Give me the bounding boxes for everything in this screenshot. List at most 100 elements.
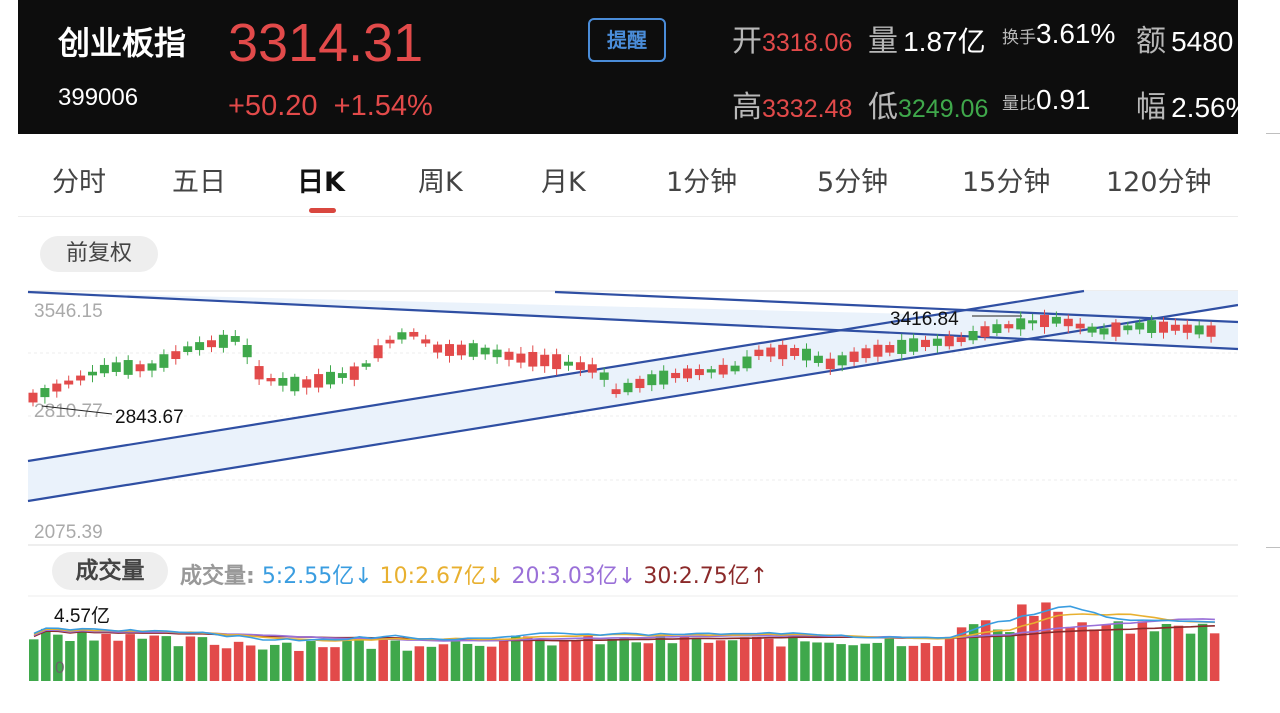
low-label: 低 xyxy=(868,90,898,125)
candlestick-series xyxy=(28,309,1216,407)
trendline-rising-lower[interactable] xyxy=(27,303,1239,503)
tab-1min[interactable]: 1分钟 xyxy=(666,167,738,198)
price-change: +50.20 +1.54% xyxy=(228,90,433,123)
volume-bar xyxy=(956,627,967,681)
volume-bar xyxy=(1005,632,1015,681)
quote-header: 创业板指 399006 3314.31 +50.20 +1.54% 提醒 开33… xyxy=(18,0,1238,134)
high-stat: 高3332.48 xyxy=(732,82,852,126)
y-axis-top-label: 3546.15 xyxy=(34,301,103,322)
volume-ma10-line xyxy=(33,613,1215,642)
volume-bar xyxy=(137,638,147,681)
candle xyxy=(266,378,276,382)
candle xyxy=(302,379,312,388)
candle xyxy=(207,340,216,348)
indicator-volume-button[interactable]: 成交量 xyxy=(52,552,168,590)
candle xyxy=(837,355,847,366)
candle xyxy=(694,369,704,376)
price-adjust-button[interactable]: 前复权 xyxy=(40,236,158,272)
candle xyxy=(587,364,597,373)
volume-bar xyxy=(655,635,666,681)
volume-label: 量 xyxy=(868,24,898,59)
y-axis-mid-label: 2810.77 xyxy=(34,401,103,422)
candle xyxy=(575,362,585,370)
volume-bar xyxy=(426,646,437,681)
candle xyxy=(956,337,966,343)
volume-bar xyxy=(41,628,51,681)
candle xyxy=(1063,318,1073,327)
screen-edge xyxy=(1238,0,1280,713)
tab-15min[interactable]: 15分钟 xyxy=(962,167,1051,198)
candle xyxy=(921,339,930,348)
open-stat: 开3318.06 xyxy=(732,16,852,60)
volume-ma20-arrow: ↓ xyxy=(617,564,637,589)
volume-bar xyxy=(1017,604,1027,681)
volume-bar xyxy=(739,637,750,681)
candle xyxy=(599,372,609,380)
screen-edge xyxy=(0,0,18,134)
candle xyxy=(706,369,716,373)
volume-bar xyxy=(89,640,99,681)
candle xyxy=(1170,324,1180,331)
candle xyxy=(123,360,133,375)
candle xyxy=(409,331,419,337)
candle xyxy=(540,354,550,367)
tab-weekly-k[interactable]: 周K xyxy=(418,167,463,198)
candle xyxy=(861,348,871,359)
candle xyxy=(635,378,645,389)
tab-intraday[interactable]: 分时 xyxy=(52,167,106,198)
candle xyxy=(445,344,454,356)
volume-bar xyxy=(993,629,1003,681)
change-value: +50.20 xyxy=(228,90,318,122)
trendline-rising-upper[interactable] xyxy=(27,289,1085,463)
turnover-label: 换手 xyxy=(1002,28,1036,48)
volume-bar xyxy=(462,643,473,681)
candle xyxy=(790,348,800,356)
volume-bar xyxy=(101,633,111,681)
volume-ma5-arrow: ↓ xyxy=(354,564,373,589)
candle xyxy=(683,368,692,379)
volume-bar xyxy=(197,637,208,681)
candle xyxy=(1087,326,1097,333)
candle xyxy=(1075,323,1085,329)
volume-bar xyxy=(691,637,702,681)
volume-bar xyxy=(1161,623,1172,681)
volume-legend-title: 成交量: xyxy=(180,564,255,589)
volume-bar xyxy=(29,639,39,681)
volume-max-label: 4.57亿 xyxy=(54,605,110,627)
candle xyxy=(99,364,109,374)
amplitude-stat: 幅 2.56% xyxy=(1136,82,1238,126)
volume-bar xyxy=(1209,633,1220,681)
high-label: 高 xyxy=(732,90,762,125)
volume-bar xyxy=(535,638,545,681)
volume-bar xyxy=(1029,615,1039,681)
candle xyxy=(1194,325,1204,335)
vol-ratio-value: 0.91 xyxy=(1036,84,1091,115)
volume-bar xyxy=(619,637,629,681)
alert-button[interactable]: 提醒 xyxy=(588,18,666,62)
candle xyxy=(40,388,50,398)
tab-daily-k[interactable]: 日K xyxy=(297,167,345,198)
candle xyxy=(326,371,335,385)
volume-bar xyxy=(1149,631,1160,681)
volume-ma10: 10:2.67亿 xyxy=(379,564,487,589)
tab-five-day[interactable]: 五日 xyxy=(172,167,226,198)
tab-monthly-k[interactable]: 月K xyxy=(541,167,586,198)
candle xyxy=(1016,318,1026,330)
trendline-falling-upper[interactable] xyxy=(554,290,1239,324)
tab-120min[interactable]: 120分钟 xyxy=(1106,167,1212,198)
candle xyxy=(1159,321,1168,333)
trendline-falling-lower[interactable] xyxy=(27,290,1239,351)
volume-bar xyxy=(571,640,581,681)
tab-5min[interactable]: 5分钟 xyxy=(817,167,889,198)
volume-bar xyxy=(282,642,292,681)
candle xyxy=(504,351,514,360)
volume-bar xyxy=(595,644,605,681)
volume-bar xyxy=(703,642,714,681)
candle xyxy=(254,366,264,380)
candle xyxy=(195,342,205,351)
candle xyxy=(813,355,823,363)
current-price: 3314.31 xyxy=(228,13,424,73)
volume-bar xyxy=(270,644,280,681)
candle xyxy=(1004,324,1014,329)
